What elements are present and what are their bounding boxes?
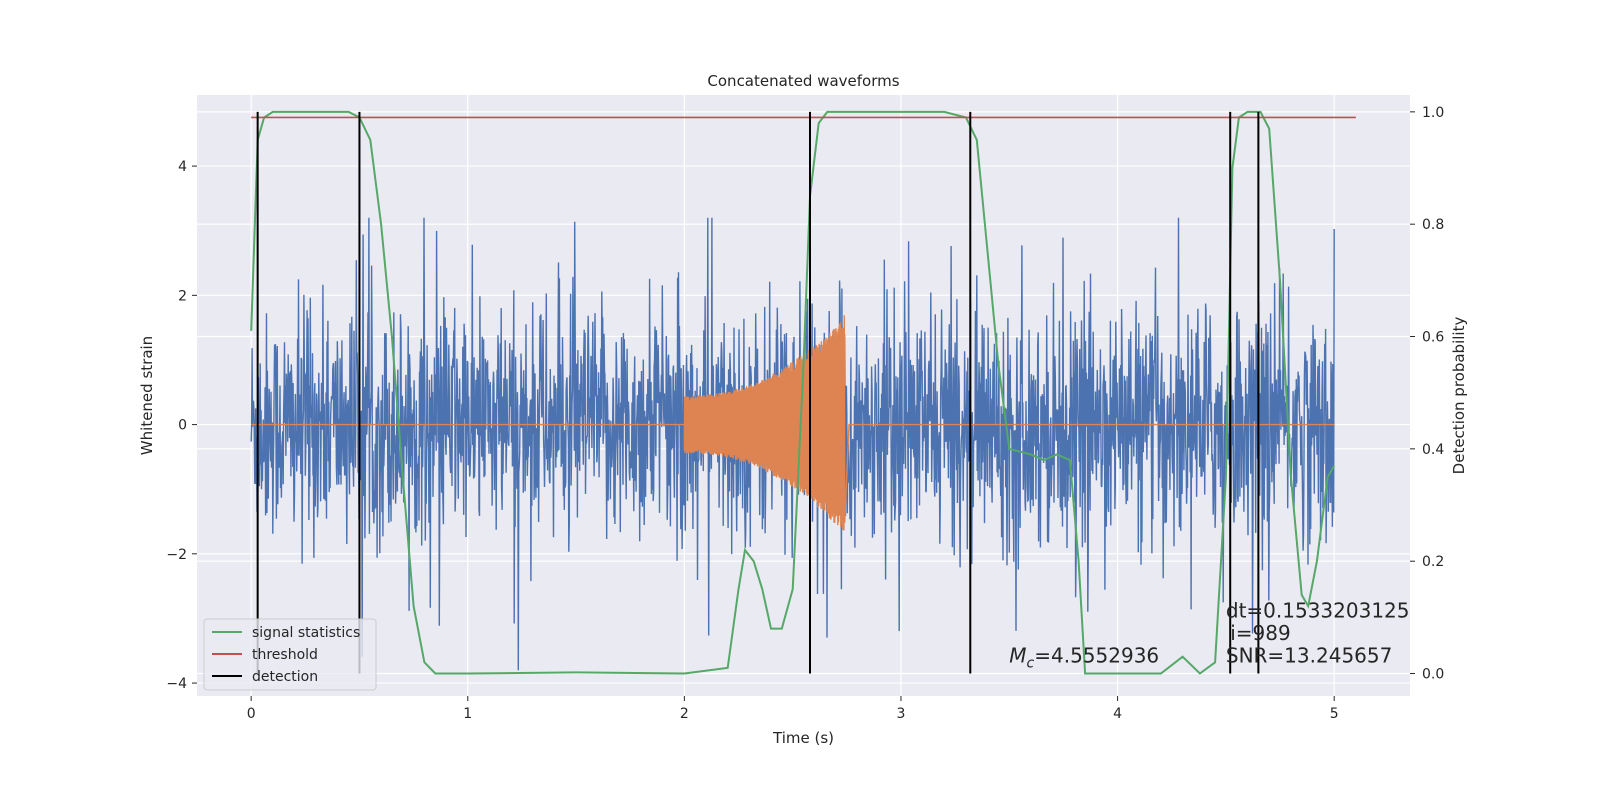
x-tick-label: 1 [463, 706, 472, 722]
y-right-tick-label: 0.2 [1422, 554, 1444, 570]
x-tick-label: 0 [247, 706, 256, 722]
x-tick-label: 3 [897, 706, 906, 722]
signal-statistics-line [250, 110, 1336, 675]
y-right-tick-label: 1.0 [1422, 105, 1444, 121]
annotation-snr: SNR=13.245657 [1226, 643, 1392, 667]
chirp-series-line [251, 315, 1335, 531]
legend-box [203, 618, 377, 691]
legend-label-threshold: threshold [252, 647, 318, 663]
annotation-chirp-mass-subscript: c [1027, 655, 1035, 671]
y-tick-label: −4 [166, 676, 187, 692]
y-tick-label: 0 [178, 418, 187, 434]
axis-ticks: 0 1 2 3 4 5 −4 −2 0 2 4 0.0 0.2 0.4 0.6 0.8 1.0 [166, 105, 1444, 722]
y-tick-label: 4 [178, 159, 187, 175]
y-right-tick-label: 0.0 [1422, 667, 1444, 683]
y-right-tick-label: 0.4 [1422, 442, 1444, 458]
annotation-chirp-mass-value: =4.5552936 [1034, 643, 1159, 667]
legend-label-detection: detection [252, 669, 318, 685]
annotation-dt: dt=0.1533203125 [1226, 598, 1410, 622]
x-tick-label: 5 [1330, 706, 1339, 722]
y-right-tick-label: 0.8 [1422, 217, 1444, 233]
x-tick-label: 4 [1113, 706, 1122, 722]
annotation-chirp-mass: Mc=4.5552936 [1009, 643, 1159, 671]
chart-title: Concatenated waveforms [707, 72, 899, 90]
y-tick-label: 2 [178, 288, 187, 304]
y-axis-right-label: Detection probability [1450, 317, 1468, 475]
y-right-tick-label: 0.6 [1422, 330, 1444, 346]
series-group [250, 110, 1356, 675]
legend: signal statistics threshold detection [203, 618, 377, 691]
annotation-chirp-mass-symbol: M [1009, 643, 1026, 667]
annotations: dt=0.1533203125 i=989 SNR=13.245657 Mc=4… [1009, 598, 1409, 671]
annotation-index: i=989 [1230, 621, 1291, 645]
legend-label-signal-statistics: signal statistics [252, 625, 360, 641]
x-axis-label: Time (s) [772, 729, 834, 747]
y-axis-label: Whitened strain [138, 336, 156, 455]
y-tick-label: −2 [166, 547, 187, 563]
detection-lines [256, 111, 1260, 674]
x-tick-label: 2 [680, 706, 689, 722]
